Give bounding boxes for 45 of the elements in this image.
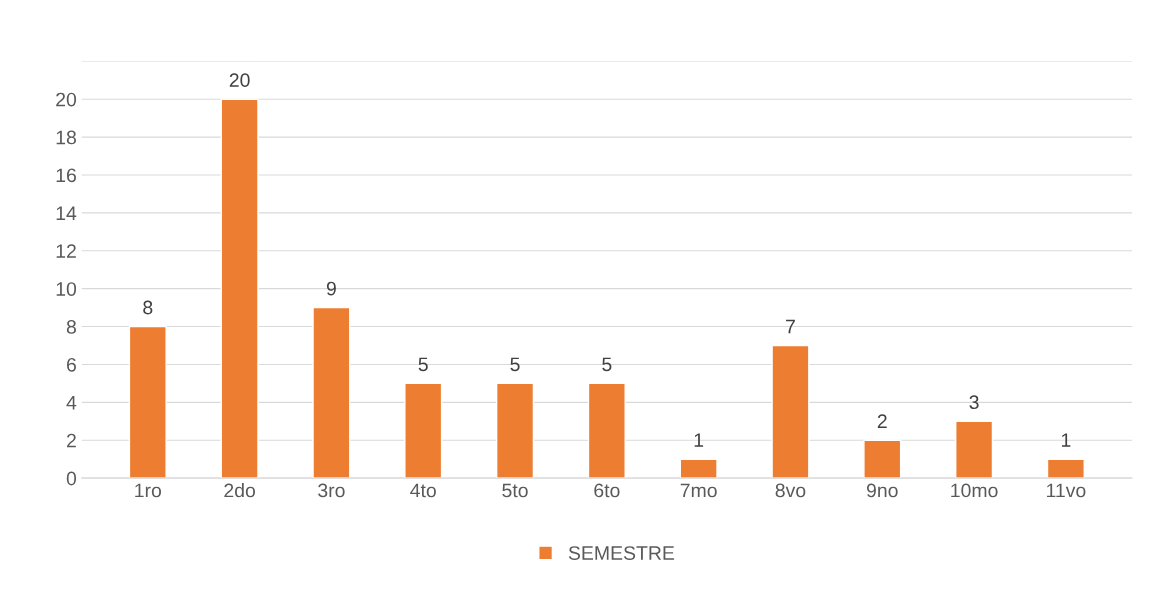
bar xyxy=(1046,458,1085,479)
y-tick-label: 10 xyxy=(56,282,77,296)
data-label: 1 xyxy=(1061,433,1071,447)
data-label: 5 xyxy=(418,357,428,372)
x-tick-label: 2do xyxy=(224,483,256,498)
bar xyxy=(404,382,443,479)
x-tick-label: 5to xyxy=(502,483,528,498)
bar xyxy=(955,420,994,479)
data-label: 1 xyxy=(694,433,704,447)
x-tick-label: 10mo xyxy=(951,483,998,498)
y-tick-label: 0 xyxy=(66,471,77,486)
x-tick-label: 9no xyxy=(866,483,898,498)
y-tick-label: 16 xyxy=(56,168,76,183)
data-label: 20 xyxy=(229,73,250,88)
data-label: 9 xyxy=(326,281,336,296)
bar xyxy=(495,382,535,479)
bar xyxy=(312,306,351,479)
x-tick-label: 11vo xyxy=(1047,483,1086,498)
y-tick-label: 6 xyxy=(67,357,76,372)
bar xyxy=(220,98,259,479)
y-tick-label: 2 xyxy=(66,433,76,448)
data-label: 7 xyxy=(786,319,795,334)
bar xyxy=(587,382,626,479)
legend-label: SEMESTRE xyxy=(568,546,675,560)
x-tick-label: 6to xyxy=(594,483,620,498)
x-tick-label: 1ro xyxy=(135,483,162,498)
bar xyxy=(128,325,167,479)
bar xyxy=(863,439,902,479)
bar xyxy=(771,344,810,479)
bar xyxy=(679,458,718,479)
x-tick-label: 3ro xyxy=(318,483,345,498)
x-tick-label: 7mo xyxy=(680,483,717,498)
data-label: 3 xyxy=(969,395,979,410)
y-tick-label: 14 xyxy=(56,206,77,220)
y-tick-label: 18 xyxy=(56,130,76,145)
y-tick-label: 8 xyxy=(66,320,76,334)
data-label: 8 xyxy=(143,300,153,315)
data-label: 5 xyxy=(510,357,520,372)
y-tick-label: 4 xyxy=(66,396,77,410)
x-tick-label: 4to xyxy=(410,483,436,498)
data-label: 2 xyxy=(877,414,887,428)
data-label: 5 xyxy=(602,357,612,372)
y-tick-label: 12 xyxy=(56,244,76,258)
y-tick-label: 20 xyxy=(56,92,77,107)
x-tick-label: 8vo xyxy=(775,483,806,498)
